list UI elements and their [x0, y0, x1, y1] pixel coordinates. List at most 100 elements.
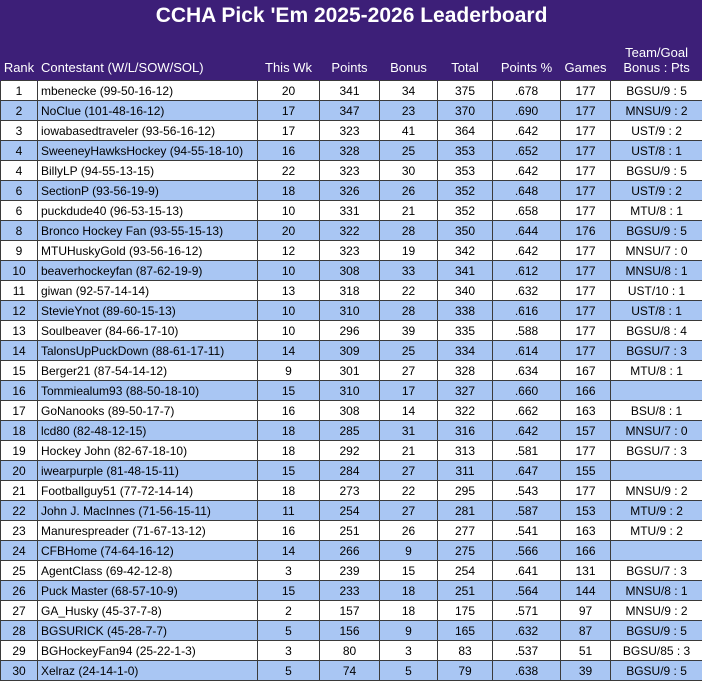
points-cell: 328	[320, 141, 380, 161]
this-week-cell: 17	[258, 121, 320, 141]
total-cell: 352	[438, 201, 493, 221]
rank-cell: 26	[1, 581, 38, 601]
contestant-cell: Soulbeaver (84-66-17-10)	[38, 321, 258, 341]
bonus-cell: 22	[380, 481, 438, 501]
team-goal-cell: BGSU/9 : 5	[611, 221, 702, 241]
points-cell: 266	[320, 541, 380, 561]
rank-cell: 24	[1, 541, 38, 561]
games-cell: 166	[561, 541, 611, 561]
points-pct-cell: .642	[493, 161, 561, 181]
this-week-cell: 14	[258, 541, 320, 561]
points-cell: 322	[320, 221, 380, 241]
contestant-cell: puckdude40 (96-53-15-13)	[38, 201, 258, 221]
games-cell: 177	[561, 121, 611, 141]
bonus-cell: 27	[380, 461, 438, 481]
contestant-cell: John J. MacInnes (71-56-15-11)	[38, 501, 258, 521]
contestant-cell: GA_Husky (45-37-7-8)	[38, 601, 258, 621]
points-cell: 310	[320, 301, 380, 321]
bonus-cell: 21	[380, 201, 438, 221]
games-cell: 177	[561, 181, 611, 201]
team-goal-cell: BGSU/8 : 4	[611, 321, 702, 341]
contestant-cell: Footballguy51 (77-72-14-14)	[38, 481, 258, 501]
games-cell: 163	[561, 401, 611, 421]
points-cell: 80	[320, 641, 380, 661]
bonus-cell: 30	[380, 161, 438, 181]
header-rank: Rank	[1, 32, 38, 81]
rank-cell: 1	[1, 81, 38, 101]
points-pct-cell: .642	[493, 241, 561, 261]
total-cell: 175	[438, 601, 493, 621]
rank-cell: 8	[1, 221, 38, 241]
team-goal-cell: BGSU/9 : 5	[611, 621, 702, 641]
total-cell: 334	[438, 341, 493, 361]
bonus-cell: 9	[380, 541, 438, 561]
this-week-cell: 3	[258, 641, 320, 661]
points-pct-cell: .690	[493, 101, 561, 121]
this-week-cell: 20	[258, 81, 320, 101]
bonus-cell: 34	[380, 81, 438, 101]
points-pct-cell: .641	[493, 561, 561, 581]
team-goal-cell	[611, 541, 702, 561]
team-goal-cell: UST/8 : 1	[611, 301, 702, 321]
total-cell: 322	[438, 401, 493, 421]
contestant-cell: MTUHuskyGold (93-56-16-12)	[38, 241, 258, 261]
points-cell: 284	[320, 461, 380, 481]
contestant-cell: NoClue (101-48-16-12)	[38, 101, 258, 121]
bonus-cell: 28	[380, 221, 438, 241]
rank-cell: 29	[1, 641, 38, 661]
points-cell: 233	[320, 581, 380, 601]
team-goal-cell: MNSU/9 : 2	[611, 481, 702, 501]
team-goal-cell: BGSU/9 : 5	[611, 661, 702, 681]
this-week-cell: 10	[258, 201, 320, 221]
rank-cell: 9	[1, 241, 38, 261]
rank-cell: 19	[1, 441, 38, 461]
points-pct-cell: .616	[493, 301, 561, 321]
bonus-cell: 33	[380, 261, 438, 281]
this-week-cell: 2	[258, 601, 320, 621]
team-goal-cell: MNSU/9 : 2	[611, 601, 702, 621]
this-week-cell: 15	[258, 381, 320, 401]
contestant-cell: mbenecke (99-50-16-12)	[38, 81, 258, 101]
team-goal-cell: BGSU/7 : 3	[611, 561, 702, 581]
this-week-cell: 10	[258, 301, 320, 321]
total-cell: 254	[438, 561, 493, 581]
total-cell: 370	[438, 101, 493, 121]
points-pct-cell: .660	[493, 381, 561, 401]
page-title: CCHA Pick 'Em 2025-2026 Leaderboard	[1, 1, 702, 32]
this-week-cell: 16	[258, 141, 320, 161]
header-total: Total	[438, 32, 493, 81]
rank-cell: 28	[1, 621, 38, 641]
header-team-goal-line2: Bonus : Pts	[623, 60, 689, 75]
contestant-cell: GoNanooks (89-50-17-7)	[38, 401, 258, 421]
contestant-cell: Berger21 (87-54-14-12)	[38, 361, 258, 381]
bonus-cell: 27	[380, 501, 438, 521]
bonus-cell: 18	[380, 601, 438, 621]
points-cell: 309	[320, 341, 380, 361]
games-cell: 39	[561, 661, 611, 681]
rank-cell: 4	[1, 161, 38, 181]
total-cell: 352	[438, 181, 493, 201]
rank-cell: 14	[1, 341, 38, 361]
team-goal-cell: MNSU/8 : 1	[611, 581, 702, 601]
rank-cell: 22	[1, 501, 38, 521]
games-cell: 177	[561, 81, 611, 101]
points-cell: 323	[320, 241, 380, 261]
rank-cell: 6	[1, 181, 38, 201]
games-cell: 177	[561, 241, 611, 261]
games-cell: 153	[561, 501, 611, 521]
rank-cell: 23	[1, 521, 38, 541]
bonus-cell: 25	[380, 141, 438, 161]
rank-cell: 17	[1, 401, 38, 421]
